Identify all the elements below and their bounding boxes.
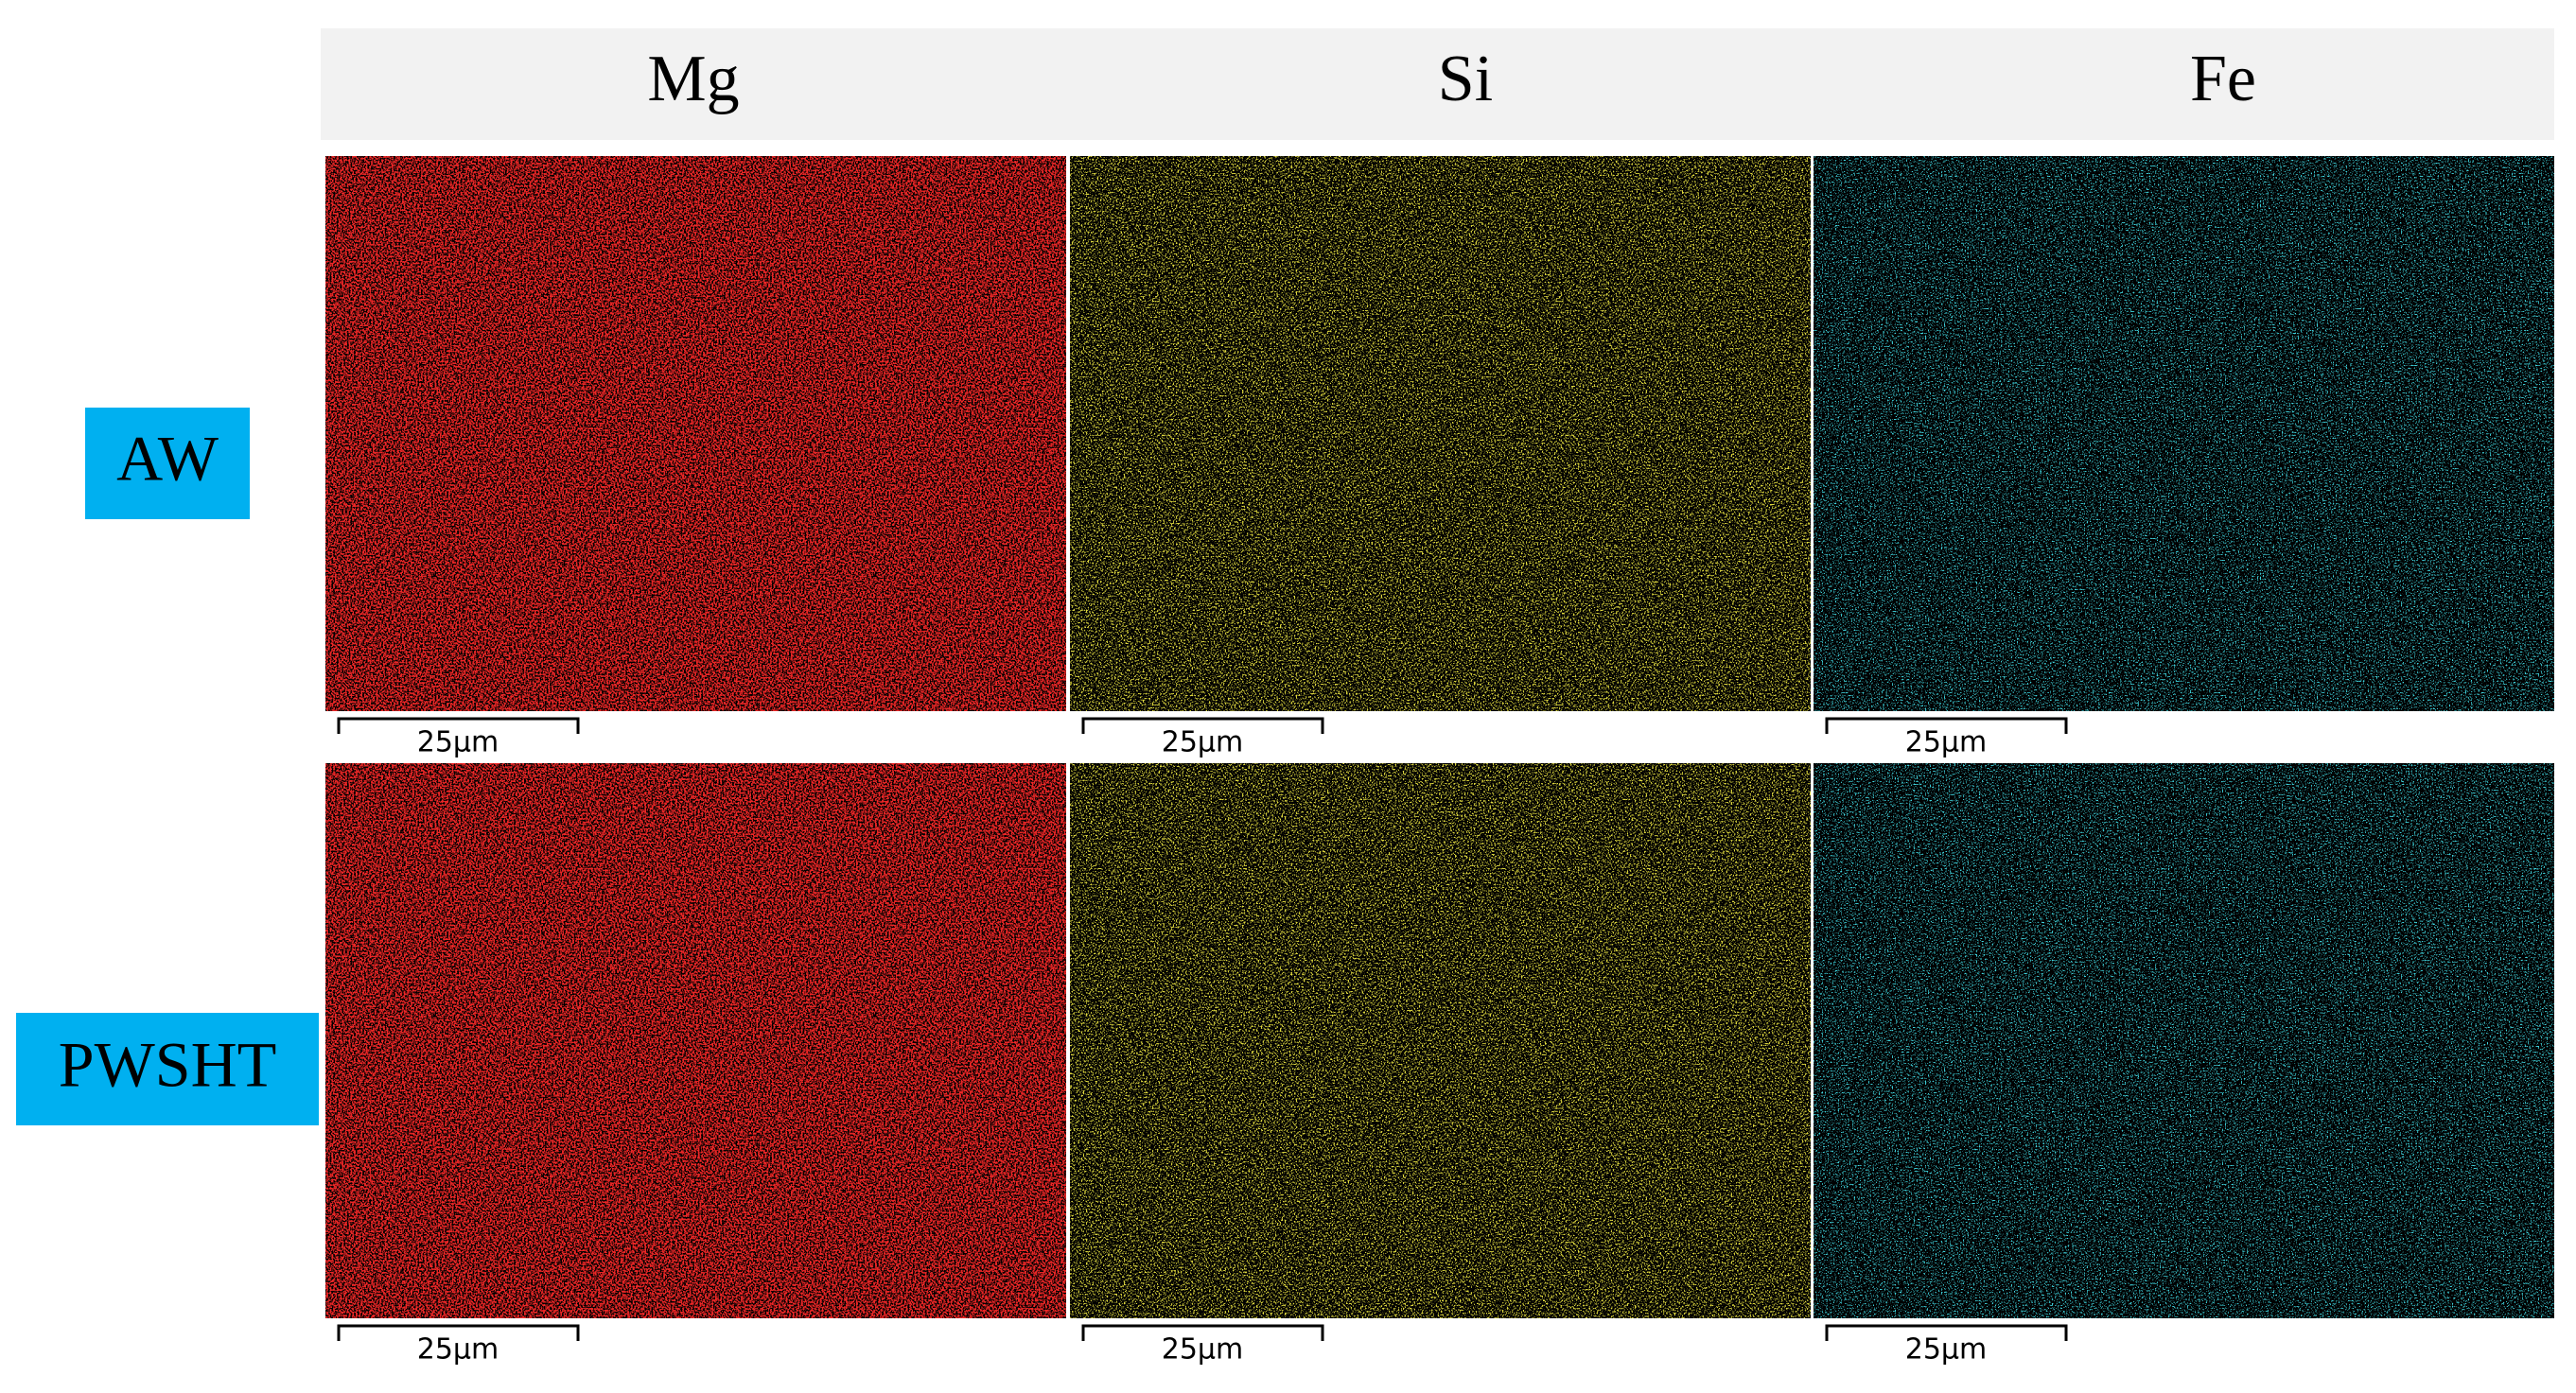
scale-bar — [1825, 1324, 2068, 1341]
row-label: PWSHT — [59, 1029, 276, 1101]
row-label: AW — [116, 423, 219, 495]
element-map — [1070, 156, 1811, 711]
scale-bar-label: 25μm — [417, 1333, 499, 1367]
element-map — [1070, 763, 1811, 1318]
scale-bar — [1825, 717, 2068, 734]
scale-bar-label: 25μm — [1162, 1333, 1243, 1367]
element-map — [1814, 156, 2554, 711]
scale-bar-label: 25μm — [1905, 726, 1987, 759]
scale-bar — [337, 717, 580, 734]
scale-bar-label: 25μm — [1905, 1333, 1987, 1367]
row-label-box — [85, 408, 250, 519]
element-map — [325, 763, 1066, 1318]
row-label-box — [16, 1013, 319, 1125]
element-map — [1814, 763, 2554, 1318]
column-header: Fe — [2190, 43, 2256, 115]
column-header: Si — [1438, 43, 1493, 115]
scale-bar — [337, 1324, 580, 1341]
scale-bar-label: 25μm — [1162, 726, 1243, 759]
scale-bar — [1081, 717, 1324, 734]
column-header: Mg — [647, 43, 739, 115]
element-map — [325, 156, 1066, 711]
header-bar — [321, 28, 2554, 140]
scale-bar-label: 25μm — [417, 726, 499, 759]
scale-bar — [1081, 1324, 1324, 1341]
